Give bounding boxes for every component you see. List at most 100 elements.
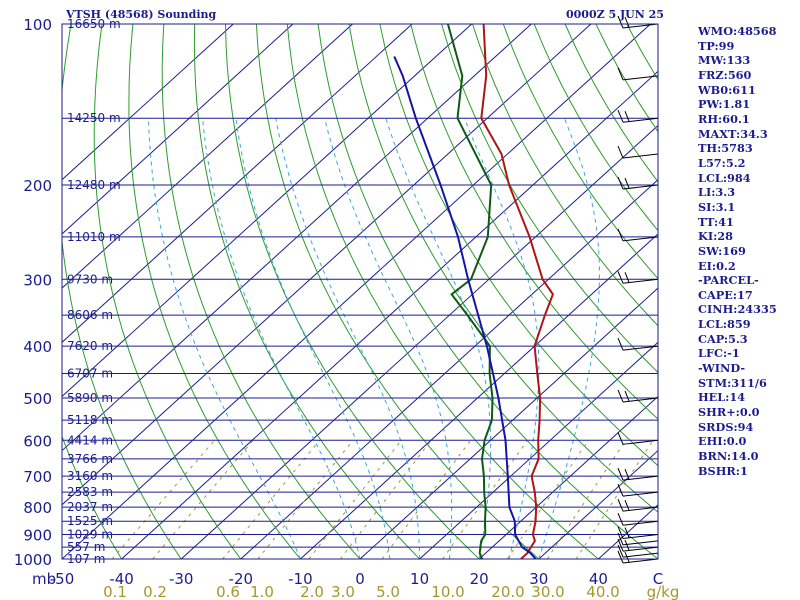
isotherm-line [62,24,592,506]
isotherm-line [62,24,294,235]
height-label: 7620 m [67,339,113,353]
index-item: TT:41 [698,214,734,229]
height-label: 1525 m [67,514,113,528]
isotherm-line [62,24,651,559]
index-item: LFC:-1 [698,346,740,361]
dry-adiabat-line [286,24,600,559]
height-label: 11010 m [67,230,121,244]
wind-barb [617,271,659,284]
pressure-tick-label: 800 [23,499,52,517]
index-item: CAPE:17 [698,287,753,302]
mixing-ratio-label: g/kg [647,583,680,600]
pressure-tick-label: 700 [23,468,52,486]
height-label: 6707 m [67,366,113,380]
sounding-profiles [393,24,555,559]
wind-barb [617,337,659,351]
pressure-tick-label: 500 [23,390,52,408]
height-label: 14250 m [67,111,121,125]
height-label: 557 m [67,540,105,554]
moist-adiabat-line [235,118,391,559]
mixing-ratio-label: 20.0 [491,583,524,600]
temperature-tick-label: -40 [109,570,134,588]
height-label: 4414 m [67,433,113,447]
sounding-datetime: 0000Z 5 JUN 25 [566,8,664,21]
pressure-tick-label: 100 [23,16,52,34]
pressure-tick-label: 900 [23,527,52,545]
pressure-tick-label: 1000 [14,551,52,569]
wind-barb [617,483,659,497]
wind-barb [617,145,659,159]
index-item: BSHR:1 [698,463,748,478]
index-item: -WIND- [698,361,746,376]
height-label: 9730 m [67,272,113,286]
mixing-ratio-label: 1.0 [250,583,274,600]
moist-adiabat-line [147,118,301,559]
mixing-ratio-label: 40.0 [586,583,619,600]
isotherm-line [62,24,413,343]
dry-adiabat-line [225,24,480,559]
mixing-ratio-line [506,440,590,559]
isotherm-line [121,70,658,559]
wind-barb [617,228,659,242]
isotherm-line [62,24,353,289]
wind-barb [617,544,659,558]
isotherm-line [478,395,658,559]
index-item: MW:133 [698,53,751,68]
index-item: SRDS:94 [698,419,754,434]
index-item: TH:5783 [698,141,753,156]
dewpoint-profile [446,24,494,559]
index-item: WB0:611 [698,82,756,97]
pressure-unit-label: mb [32,570,56,588]
height-label: 5890 m [67,391,113,405]
index-item: PW:1.81 [698,97,751,112]
index-item: -PARCEL- [698,273,759,288]
temperature-tick-label: 0 [355,570,365,588]
height-label: 1029 m [67,528,113,542]
moist-adiabat-line [324,118,453,559]
dry-adiabat-line [317,24,658,559]
isotherm-line [62,24,532,452]
isotherm-line [359,287,658,559]
index-item: SHR+:0.0 [698,405,760,420]
index-item: HEL:14 [698,390,746,405]
temperature-tick-label: 10 [410,570,429,588]
temperature-tick-label: C [653,570,663,588]
index-item: LCL:984 [698,170,751,185]
index-item: EHI:0.0 [698,434,747,449]
mixing-ratio-label: 3.0 [331,583,355,600]
dry-adiabat-line [62,434,123,559]
dry-adiabat-line [502,24,658,280]
height-label: 2037 m [67,500,113,514]
mixing-ratio-label: 0.2 [143,583,167,600]
parcel-profile [393,56,537,559]
index-item: STM:311/6 [698,375,767,390]
mixing-ratio-label: 2.0 [300,583,324,600]
wind-barb [617,467,659,481]
pressure-tick-label: 300 [23,271,52,289]
mixing-ratio-label: 5.0 [376,583,400,600]
wind-barbs [617,15,659,564]
wind-barb [617,389,659,403]
index-item: RH:60.1 [698,111,750,126]
index-item: KI:28 [698,229,733,244]
index-item: WMO:48568 [698,24,777,38]
temperature-tick-label: 40 [589,570,608,588]
dry-adiabat-line [441,24,658,374]
mixing-ratio-line [546,440,627,559]
dry-adiabat-line [410,24,658,420]
index-item: BRN:14.0 [698,449,759,464]
height-label: 12480 m [67,178,121,192]
wind-barb [617,67,659,81]
dry-adiabat-line [472,24,658,327]
wind-barb [617,15,659,29]
mixing-ratio-label: 10.0 [431,583,464,600]
mixing-ratio-line [575,440,654,559]
isotherm-line [538,449,658,559]
wind-barb [617,550,659,564]
pressure-tick-label: 600 [23,432,52,450]
pressure-tick-label: 200 [23,177,52,195]
dry-adiabat-line [93,24,242,559]
temperature-tick-label: 30 [529,570,548,588]
